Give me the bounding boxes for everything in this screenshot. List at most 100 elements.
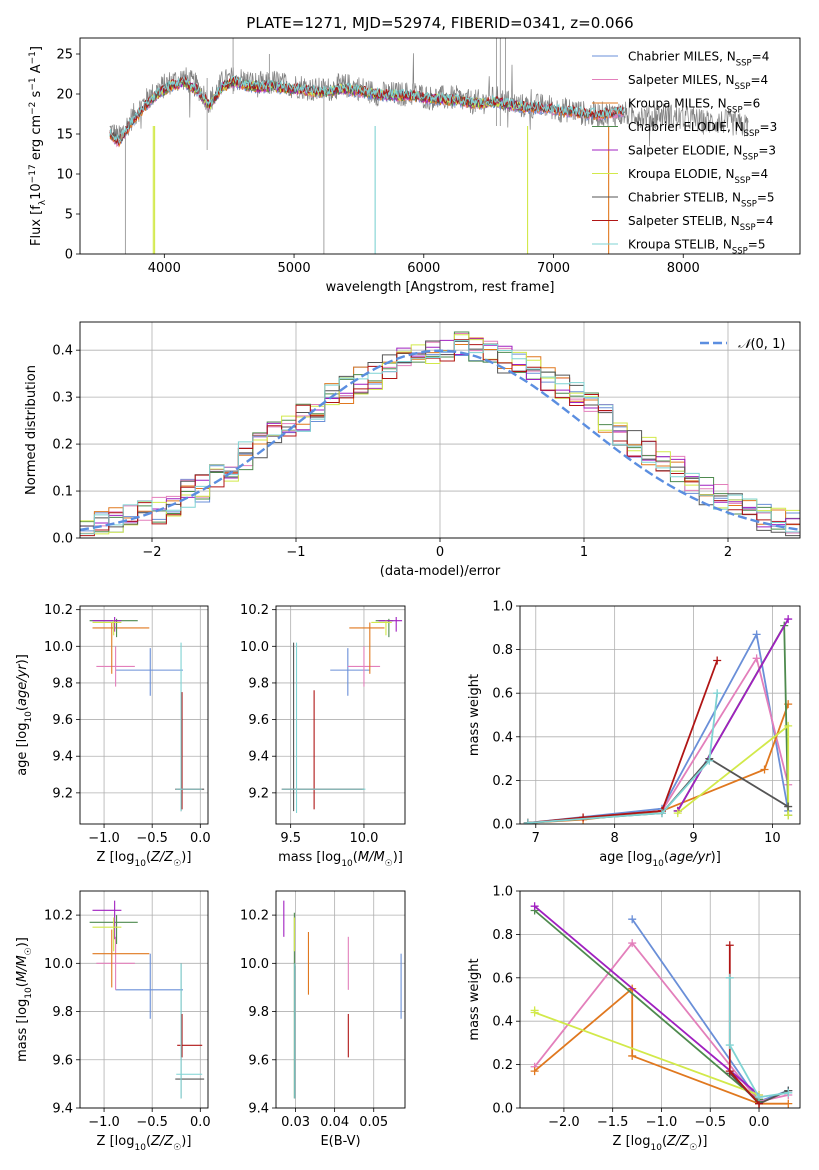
y-tick-label: 9.4 — [52, 750, 73, 765]
y-tick-label: 9.8 — [52, 676, 73, 691]
y-tick-label: 9.2 — [52, 786, 73, 801]
weight-marker-kroupa-miles — [784, 1099, 793, 1108]
weight-marker-salpeter-stelib — [579, 813, 588, 822]
weight-line-kroupa-stelib — [728, 977, 789, 1099]
legend-label-part: =3 — [758, 144, 776, 158]
x-axis-label-part: E(B-V) — [320, 1134, 360, 1149]
y-axis-label-part: 10 — [24, 711, 34, 723]
x-tick-label: 2 — [724, 545, 732, 560]
x-tick-label: 0.04 — [320, 1115, 349, 1130]
weight-line-kroupa-elodie — [677, 724, 790, 816]
residual-histogram-salpeter-stelib — [80, 339, 800, 537]
weight-marker-chabrier-stelib — [784, 802, 793, 811]
legend-label-part: SSP — [735, 176, 751, 186]
x-tick-label: −0.5 — [694, 1115, 726, 1130]
x-axis-label-part: 10 — [134, 859, 146, 869]
legend-label-part: =4 — [752, 50, 770, 64]
x-axis-label-part: ☉ — [385, 859, 393, 869]
x-axis-label-part: ☉ — [173, 1143, 181, 1153]
weight-marker-chabrier-miles — [628, 915, 637, 924]
y-tick-label: 10.0 — [240, 957, 269, 972]
x-axis-label: Z [log10(Z/Z☉)] — [613, 1134, 708, 1153]
legend-label-part: =5 — [757, 191, 775, 205]
x-axis-label-part: 10 — [341, 859, 353, 869]
residual-histogram-kroupa-stelib — [80, 339, 800, 535]
legend-label: Salpeter STELIB, NSSP=4 — [628, 214, 773, 233]
y-axis-label-part: Normed distribution — [24, 365, 39, 495]
legend-label-part: (0, 1) — [750, 337, 785, 352]
residual-histogram-kroupa-elodie — [80, 334, 800, 535]
x-axis-label: mass [log10(M/M☉)] — [278, 850, 403, 869]
x-tick-label: 5000 — [278, 261, 311, 276]
y-tick-label: 9.8 — [248, 676, 269, 691]
plot-area — [89, 900, 205, 1099]
legend-label: Chabrier STELIB, NSSP=5 — [628, 191, 775, 210]
x-tick-label: −2.0 — [548, 1115, 580, 1130]
x-tick-label: −2 — [142, 545, 161, 560]
x-tick-label: 10 — [764, 831, 781, 846]
legend-label-part: Chabrier ELODIE, N — [628, 120, 744, 134]
massweight-vs-metallicity-panel: −2.0 −1.5 −1.0 −0.5 0.0 0.0 0.2 0.4 0.6 0.8 1.0 Z [… — [467, 885, 801, 1153]
y-axis-label: Normed distribution — [24, 365, 39, 495]
y-axis-label-part: age [log — [15, 723, 30, 776]
x-axis-label-part: 10 — [652, 859, 664, 869]
y-axis-label: age [log10(age/yr)] — [15, 654, 34, 776]
axes-frame — [79, 890, 209, 1109]
model-spectrum-kroupa-stelib-n-ssp-5 — [109, 75, 625, 144]
legend-label-part: =3 — [760, 120, 778, 134]
y-axis-label-part: )] — [15, 654, 30, 664]
weight-marker-kroupa-stelib — [725, 1041, 734, 1050]
plot-area — [283, 900, 402, 1099]
weight-line-kroupa-stelib — [527, 693, 719, 824]
y-axis-label-part: s — [29, 90, 44, 101]
legend-label: Kroupa MILES, NSSP=6 — [628, 97, 760, 116]
legend-label-part: Kroupa STELIB, N — [628, 238, 732, 252]
y-axis-label-part: ☉ — [24, 947, 34, 955]
x-axis-label-part: mass [log — [278, 850, 341, 865]
x-tick-label: 9 — [689, 831, 697, 846]
y-tick-label: 9.6 — [52, 1053, 73, 1068]
axes-frame — [519, 605, 801, 825]
plot-area — [89, 616, 205, 812]
y-tick-label: 0.8 — [492, 643, 513, 658]
residuals-panel: −2 −1 0 1 2 0.0 0.1 0.2 0.3 0.4 (data-model)/error… — [24, 321, 801, 579]
y-axis-label-part: 10 — [29, 183, 44, 200]
weight-marker-salpeter-miles — [628, 939, 637, 948]
x-axis-label: Z [log10(Z/Z☉)] — [97, 1134, 192, 1153]
weight-marker-kroupa-elodie — [673, 809, 682, 818]
x-axis-label: wavelength [Angstrom, rest frame] — [326, 280, 555, 295]
x-axis-label-part: ( — [662, 1134, 667, 1149]
weight-marker-kroupa-elodie — [784, 811, 793, 820]
x-axis-label-part: ( — [146, 850, 151, 865]
y-tick-label: 10.2 — [44, 909, 73, 924]
y-axis-label-part: −1 — [28, 51, 38, 64]
weight-marker-salpeter-miles — [752, 654, 761, 663]
y-tick-label: 0.4 — [492, 1015, 513, 1030]
x-tick-label: 0.05 — [359, 1115, 388, 1130]
legend-label-part: =4 — [750, 167, 768, 181]
x-axis-label-part: 10 — [134, 1143, 146, 1153]
y-tick-label: 20 — [56, 88, 73, 103]
x-axis-label-part: Z [log — [613, 1134, 651, 1149]
weight-marker-kroupa-elodie — [784, 721, 793, 730]
y-axis-label-part: −17 — [28, 164, 38, 183]
x-axis-label-part: wavelength [Angstrom, rest frame] — [326, 280, 555, 295]
plot-area — [109, 38, 749, 254]
y-axis-label-part: mass weight — [467, 958, 482, 1040]
y-axis-label: Flux [fλ10−17 erg cm−2 s−1 A−1] — [28, 46, 48, 246]
x-tick-label: 7 — [532, 831, 540, 846]
y-axis-label-part: ( — [15, 706, 30, 711]
x-axis-label-part: Z/Z — [666, 1134, 690, 1149]
legend-label: 𝒩(0, 1) — [738, 337, 785, 352]
weight-marker-kroupa-elodie — [530, 1008, 539, 1017]
y-tick-label: 9.6 — [52, 713, 73, 728]
x-tick-label: 1 — [580, 545, 588, 560]
legend-label-part: SSP — [744, 129, 760, 139]
x-tick-label: −1 — [286, 545, 305, 560]
weight-marker-kroupa-stelib — [755, 1093, 764, 1102]
y-tick-label: 10.0 — [44, 957, 73, 972]
axes-frame — [79, 605, 209, 825]
weight-line-salpeter-miles — [533, 941, 789, 1103]
y-axis-label-part: mass weight — [467, 674, 482, 756]
